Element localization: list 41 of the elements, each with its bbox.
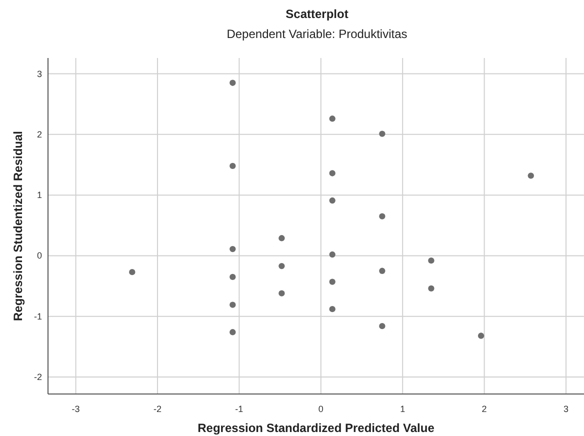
y-axis-title: Regression Studentized Residual xyxy=(11,130,25,322)
x-tick-label: -1 xyxy=(235,404,244,414)
x-tick-label: 1 xyxy=(400,404,406,414)
point xyxy=(278,290,285,296)
point xyxy=(428,285,434,292)
point xyxy=(379,213,386,220)
point xyxy=(278,235,285,242)
point xyxy=(129,269,136,276)
point xyxy=(379,322,386,330)
chart-subtitle: Dependent Variable: Produktivitas xyxy=(226,27,408,41)
x-tick-label: -2 xyxy=(153,404,162,414)
point xyxy=(230,274,236,280)
point xyxy=(230,162,236,170)
point xyxy=(230,329,236,336)
x-tick-label: 0 xyxy=(318,404,324,414)
point xyxy=(379,268,386,274)
point xyxy=(278,262,285,270)
x-axis-title: Regression Standardized Predicted Value xyxy=(198,421,435,435)
x-tick-label: 2 xyxy=(482,404,487,414)
x-tick-label: 3 xyxy=(564,404,569,414)
point xyxy=(329,116,336,122)
y-tick-label: 3 xyxy=(36,68,42,79)
point xyxy=(478,332,484,339)
y-tick-label: -2 xyxy=(34,372,42,382)
point xyxy=(528,172,534,179)
point xyxy=(428,257,434,264)
y-tick-label: 2 xyxy=(36,129,42,140)
point xyxy=(379,130,386,137)
y-tick-label: 0 xyxy=(36,250,42,261)
chart-title: Scatterplot xyxy=(286,7,348,21)
point xyxy=(329,197,336,204)
point xyxy=(230,246,236,252)
point xyxy=(329,306,336,312)
y-tick-label: 1 xyxy=(36,190,42,200)
point xyxy=(329,251,336,258)
point xyxy=(329,278,336,285)
point xyxy=(230,80,236,86)
x-tick-label: -3 xyxy=(72,404,80,414)
point xyxy=(230,302,236,308)
y-tick-label: -1 xyxy=(34,311,42,322)
point xyxy=(329,170,336,176)
